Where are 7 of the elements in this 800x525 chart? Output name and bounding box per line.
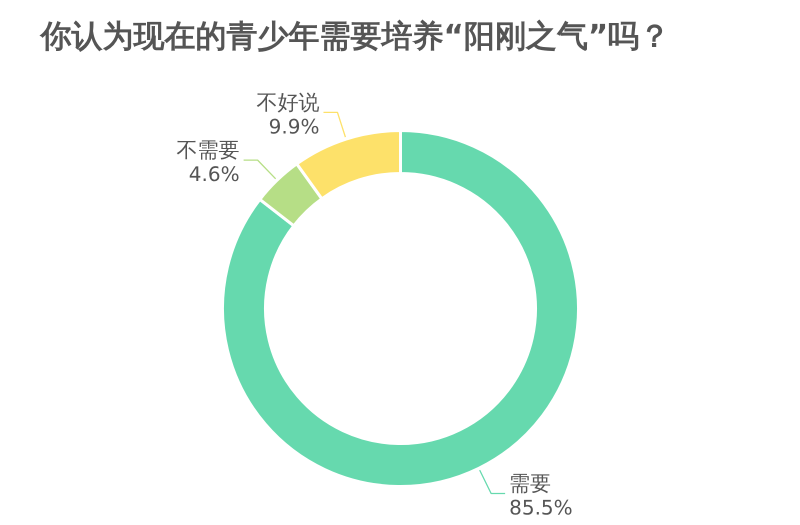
data-label: 85.5% (509, 495, 573, 520)
data-label: 9.9% (268, 114, 320, 138)
slice-label: 需要 (509, 471, 552, 496)
slice-label: 不需要 (176, 138, 240, 162)
data-label: 4.6% (188, 162, 240, 186)
chart-title: 你认为现在的青少年需要培养“阳刚之气”吗？ (38, 18, 670, 54)
slice-label: 不好说 (256, 90, 320, 114)
